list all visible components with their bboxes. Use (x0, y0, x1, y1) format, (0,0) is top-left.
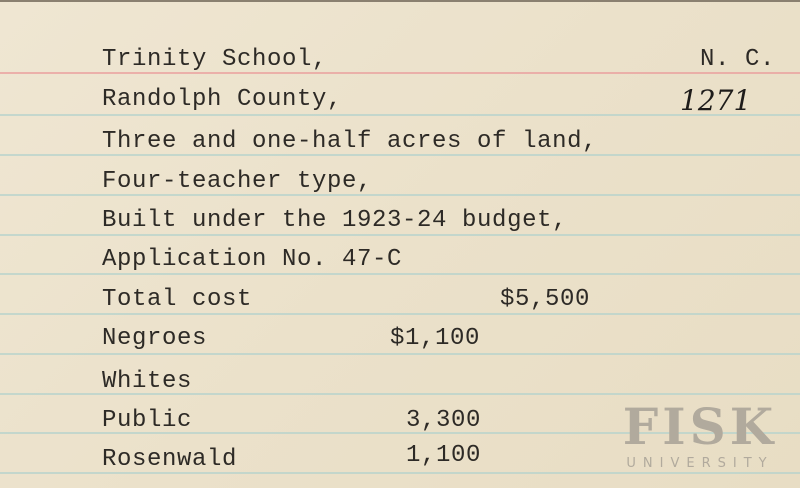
cost-amount: $1,100 (390, 325, 481, 352)
rule-line (0, 194, 800, 196)
rule-line (0, 313, 800, 315)
rule-line (0, 353, 800, 355)
fisk-university-watermark: FISK UNIVERSITY (612, 397, 788, 472)
rule-line (0, 234, 800, 236)
rule-line (0, 432, 800, 434)
red-rule-line (0, 72, 800, 74)
cost-amount: 3,300 (406, 407, 482, 434)
land-line: Three and one-half acres of land, (102, 128, 598, 155)
school-name: Trinity School, (102, 46, 328, 73)
cost-label: Negroes (102, 325, 208, 352)
watermark-name: FISK (622, 397, 778, 456)
cost-label: Rosenwald (102, 446, 238, 473)
application-line: Application No. 47-C (102, 246, 403, 273)
state: N. C. (700, 46, 776, 73)
rule-line (0, 273, 800, 275)
cost-label: Whites (102, 368, 193, 395)
county: Randolph County, (102, 86, 343, 113)
rule-line (0, 154, 800, 156)
rule-line (0, 393, 800, 395)
watermark-subtitle: UNIVERSITY (626, 456, 774, 471)
rule-line (0, 472, 800, 474)
rule-line (0, 114, 800, 116)
cost-amount: $5,500 (500, 286, 591, 313)
cost-label: Public (102, 407, 193, 434)
budget-line: Built under the 1923-24 budget, (102, 207, 568, 234)
type-line: Four-teacher type, (102, 168, 373, 195)
cost-label: Total cost (102, 286, 253, 313)
card-number: 1271 (680, 84, 752, 117)
cost-amount: 1,100 (406, 442, 482, 469)
